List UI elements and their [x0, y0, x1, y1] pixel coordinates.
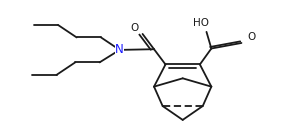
Text: N: N [115, 43, 124, 56]
Text: O: O [130, 23, 139, 33]
Text: HO: HO [193, 18, 209, 28]
Text: O: O [248, 32, 256, 42]
